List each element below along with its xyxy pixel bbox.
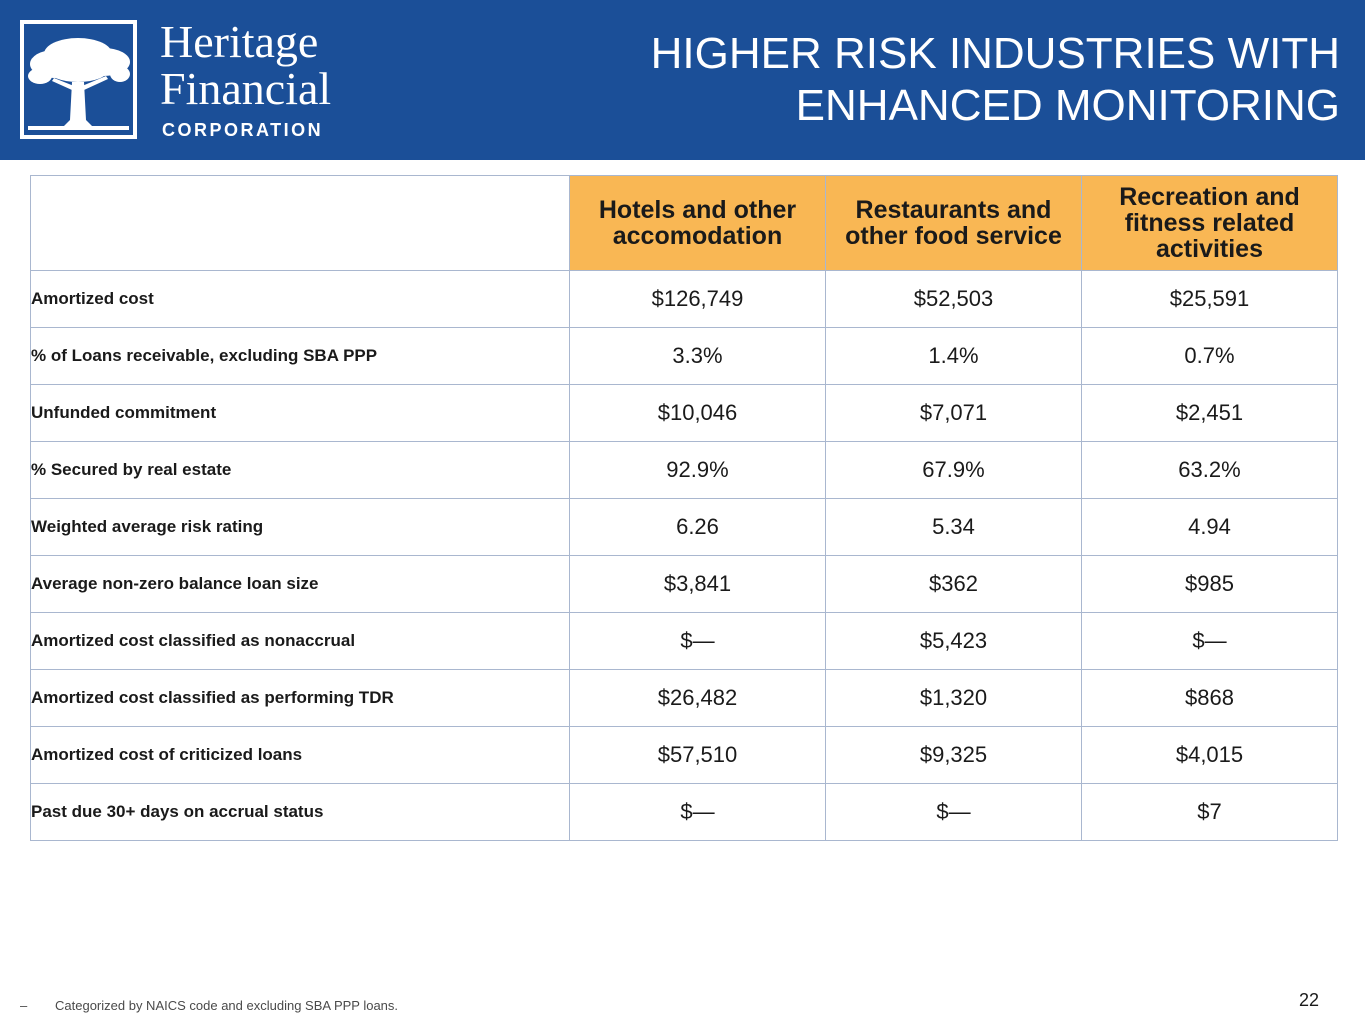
table-header-row: Hotels and other accomodation Restaurant…	[30, 175, 1338, 271]
table-cell: $7,071	[825, 384, 1082, 442]
table-cell: $25,591	[1081, 270, 1338, 328]
table-cell: $9,325	[825, 726, 1082, 784]
brand-name: Heritage Financial	[160, 18, 331, 112]
footnote-text: Categorized by NAICS code and excluding …	[55, 998, 399, 1013]
footnote: – Categorized by NAICS code and excluding…	[20, 998, 398, 1013]
table-cell: $26,482	[569, 669, 826, 727]
table-row: Amortized cost $126,749 $52,503 $25,591	[30, 270, 1338, 328]
table-row: Amortized cost classified as nonaccrual …	[30, 612, 1338, 670]
brand-line-financial: Financial	[160, 63, 332, 114]
page-number: 22	[1298, 990, 1319, 1010]
row-label: Past due 30+ days on accrual status	[30, 783, 570, 841]
table-row: Weighted average risk rating 6.26 5.34 4…	[30, 498, 1338, 556]
table-cell: 1.4%	[825, 327, 1082, 385]
table-cell: $7	[1081, 783, 1338, 841]
table-cell: $10,046	[569, 384, 826, 442]
table-cell: $362	[825, 555, 1082, 613]
table-cell: $5,423	[825, 612, 1082, 670]
page-title-line-1: HIGHER RISK INDUSTRIES WITH	[650, 29, 1340, 78]
table-cell: 6.26	[569, 498, 826, 556]
table-row: % Secured by real estate 92.9% 67.9% 63.…	[30, 441, 1338, 499]
table-cell: 67.9%	[825, 441, 1082, 499]
table-cell: $—	[569, 612, 826, 670]
brand-line-heritage: Heritage	[160, 16, 319, 67]
risk-industries-table: Hotels and other accomodation Restaurant…	[30, 175, 1338, 841]
row-label: Average non-zero balance loan size	[30, 555, 570, 613]
brand-subtitle: CORPORATION	[162, 120, 324, 140]
row-label: % of Loans receivable, excluding SBA PPP	[30, 327, 570, 385]
footnote-bullet: –	[20, 998, 28, 1013]
table-cell: $57,510	[569, 726, 826, 784]
table-cell: $126,749	[569, 270, 826, 328]
table-cell: $4,015	[1081, 726, 1338, 784]
table-cell: 92.9%	[569, 441, 826, 499]
table-row: Past due 30+ days on accrual status $— $…	[30, 783, 1338, 841]
table-row: Amortized cost classified as performing …	[30, 669, 1338, 727]
table-cell: $—	[825, 783, 1082, 841]
row-label: Amortized cost	[30, 270, 570, 328]
row-label: % Secured by real estate	[30, 441, 570, 499]
row-label: Weighted average risk rating	[30, 498, 570, 556]
tree-logo-icon	[20, 20, 137, 139]
row-label: Amortized cost classified as nonaccrual	[30, 612, 570, 670]
table-cell: $—	[1081, 612, 1338, 670]
table-row: Average non-zero balance loan size $3,84…	[30, 555, 1338, 613]
table-cell: $52,503	[825, 270, 1082, 328]
table-cell: 3.3%	[569, 327, 826, 385]
row-label: Amortized cost of criticized loans	[30, 726, 570, 784]
header-banner: Heritage Financial CORPORATION HIGHER RI…	[0, 0, 1365, 160]
table-cell: 63.2%	[1081, 441, 1338, 499]
table-row: Amortized cost of criticized loans $57,5…	[30, 726, 1338, 784]
column-header-restaurants: Restaurants and other food service	[825, 175, 1082, 271]
column-header-hotels: Hotels and other accomodation	[569, 175, 826, 271]
page-title-line-2: ENHANCED MONITORING	[795, 81, 1340, 130]
table-cell: $—	[569, 783, 826, 841]
column-header-recreation: Recreation and fitness related activitie…	[1081, 175, 1338, 271]
table-cell: 4.94	[1081, 498, 1338, 556]
table-cell: $868	[1081, 669, 1338, 727]
row-label: Amortized cost classified as performing …	[30, 669, 570, 727]
table-row: Unfunded commitment $10,046 $7,071 $2,45…	[30, 384, 1338, 442]
table-cell: 5.34	[825, 498, 1082, 556]
row-label: Unfunded commitment	[30, 384, 570, 442]
table-corner-cell	[30, 175, 570, 271]
table-cell: $2,451	[1081, 384, 1338, 442]
table-cell: $3,841	[569, 555, 826, 613]
table-cell: $985	[1081, 555, 1338, 613]
page-title: HIGHER RISK INDUSTRIES WITH ENHANCED MON…	[580, 28, 1340, 132]
table-cell: $1,320	[825, 669, 1082, 727]
table-row: % of Loans receivable, excluding SBA PPP…	[30, 327, 1338, 385]
table-cell: 0.7%	[1081, 327, 1338, 385]
